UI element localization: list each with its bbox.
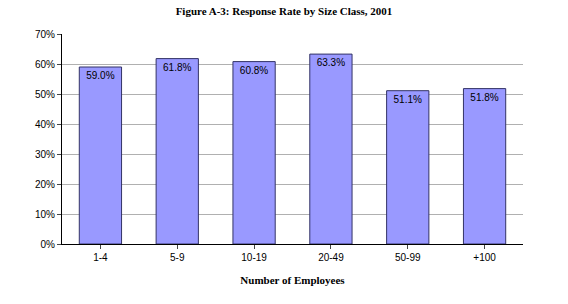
svg-text:5-9: 5-9	[170, 252, 185, 263]
svg-text:Number of Employees: Number of Employees	[240, 274, 345, 286]
svg-text:20-49: 20-49	[318, 252, 344, 263]
svg-text:51.8%: 51.8%	[470, 92, 498, 103]
svg-text:50%: 50%	[35, 89, 55, 100]
svg-text:70%: 70%	[35, 29, 55, 40]
svg-text:30%: 30%	[35, 149, 55, 160]
svg-text:60%: 60%	[35, 59, 55, 70]
svg-text:50-99: 50-99	[395, 252, 421, 263]
svg-text:+100: +100	[473, 252, 496, 263]
svg-text:60.8%: 60.8%	[240, 65, 268, 76]
svg-text:51.1%: 51.1%	[394, 94, 422, 105]
svg-text:20%: 20%	[35, 179, 55, 190]
svg-text:61.8%: 61.8%	[163, 62, 191, 73]
svg-text:63.3%: 63.3%	[317, 57, 345, 68]
svg-text:Figure A-3: Response Rate by S: Figure A-3: Response Rate by Size Class,…	[176, 5, 393, 17]
svg-text:40%: 40%	[35, 119, 55, 130]
svg-text:10-19: 10-19	[241, 252, 267, 263]
svg-text:0%: 0%	[41, 239, 56, 250]
svg-text:10%: 10%	[35, 209, 55, 220]
svg-text:59.0%: 59.0%	[86, 70, 114, 81]
svg-text:1-4: 1-4	[93, 252, 108, 263]
